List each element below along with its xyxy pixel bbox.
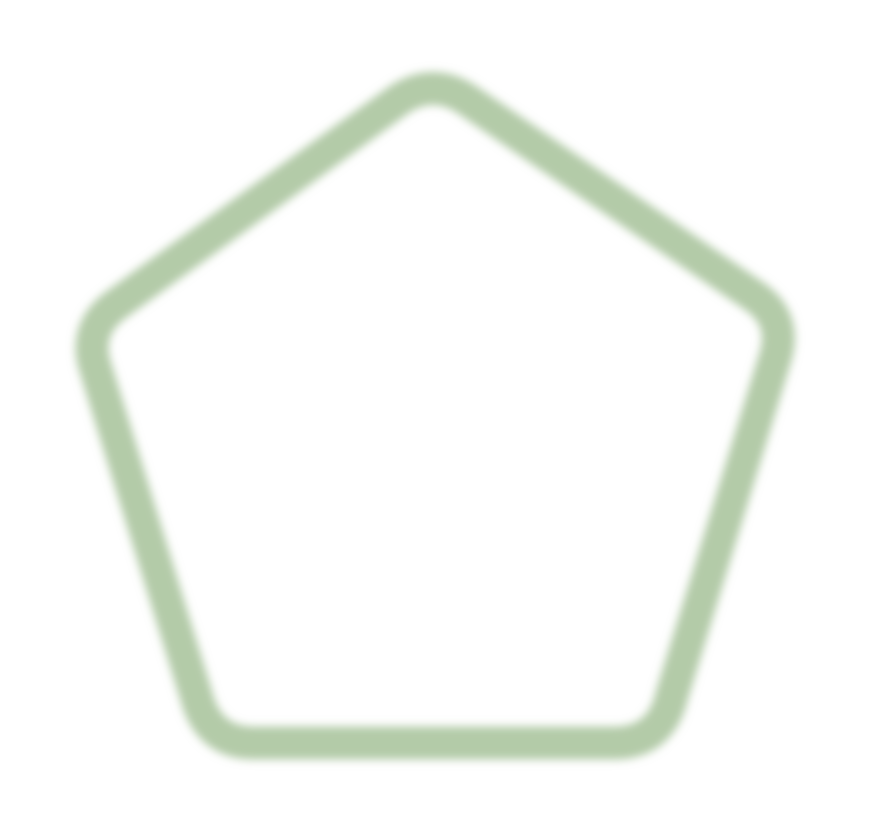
pentagon-outline bbox=[75, 72, 795, 760]
